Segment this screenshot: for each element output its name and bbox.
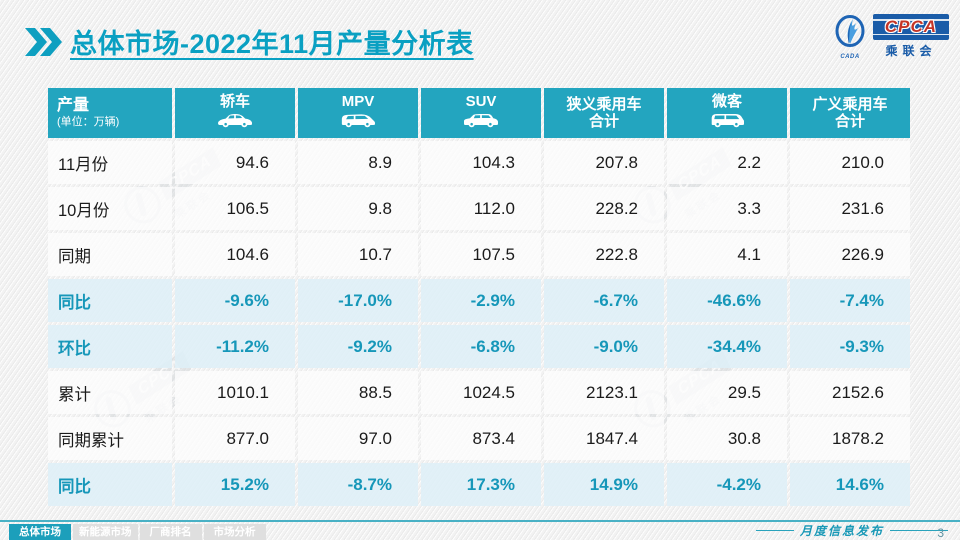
- table-cell: -9.0%: [544, 325, 664, 368]
- footer-tab-1[interactable]: 总体市场: [9, 524, 71, 540]
- table-cell: -9.6%: [175, 279, 295, 322]
- footer-tab-2[interactable]: 新能源市场: [73, 524, 138, 540]
- table-header-col: 轿车: [175, 88, 295, 138]
- logo-wordmark: CPCA 乘联会: [873, 14, 949, 59]
- table-row-label: 同期: [48, 233, 172, 276]
- sedan-icon: [216, 110, 254, 133]
- table-cell: 10.7: [298, 233, 418, 276]
- table-cell: 1878.2: [790, 417, 910, 460]
- table-cell: 873.4: [421, 417, 541, 460]
- table-cell: 107.5: [421, 233, 541, 276]
- table-cell: 1010.1: [175, 371, 295, 414]
- table-cell: 8.9: [298, 141, 418, 184]
- table-row-label: 同期累计: [48, 417, 172, 460]
- double-chevron-icon: [25, 27, 62, 56]
- suv-icon: [462, 110, 500, 133]
- cpca-logo: CADA CPCA 乘联会: [830, 14, 949, 60]
- table-cell: 104.3: [421, 141, 541, 184]
- footer-divider: [0, 520, 960, 522]
- table-cell: 877.0: [175, 417, 295, 460]
- table-cell: 15.2%: [175, 463, 295, 506]
- title-row: 总体市场-2022年11月产量分析表: [24, 22, 474, 61]
- publication-label-group: 月度信息发布: [756, 522, 948, 539]
- table-cell: 2152.6: [790, 371, 910, 414]
- table-cell: 210.0: [790, 141, 910, 184]
- table-header-col: 微客: [667, 88, 787, 138]
- table-cell: -34.4%: [667, 325, 787, 368]
- table-cell: 94.6: [175, 141, 295, 184]
- cpca-wordmark-box: CPCA: [873, 14, 949, 40]
- table-cell: -6.8%: [421, 325, 541, 368]
- table-cell: 104.6: [175, 233, 295, 276]
- table-cell: -17.0%: [298, 279, 418, 322]
- cpca-chinese-name: 乘联会: [885, 44, 937, 58]
- table-cell: -9.2%: [298, 325, 418, 368]
- table-cell: 17.3%: [421, 463, 541, 506]
- footer-tab-4[interactable]: 市场分析: [203, 524, 266, 540]
- table-cell: 88.5: [298, 371, 418, 414]
- table-cell: 29.5: [667, 371, 787, 414]
- table-row-label: 环比: [48, 325, 172, 368]
- table-cell: 1024.5: [421, 371, 541, 414]
- table-cell: 228.2: [544, 187, 664, 230]
- table-cell: 97.0: [298, 417, 418, 460]
- page-title: 总体市场-2022年11月产量分析表: [70, 29, 474, 59]
- microvan-icon: [708, 110, 746, 133]
- table-header-col: SUV: [421, 88, 541, 138]
- table-cell: -11.2%: [175, 325, 295, 368]
- footer-tab-3[interactable]: 厂商排名: [139, 524, 202, 540]
- table-cell: 1847.4: [544, 417, 664, 460]
- table-cell: 231.6: [790, 187, 910, 230]
- table-header-production: 产量 (单位：万辆): [48, 88, 172, 138]
- cpca-wordmark: CPCA: [884, 17, 938, 36]
- table-row-label: 累计: [48, 371, 172, 414]
- table-header-col: 广义乘用车 合计: [790, 88, 910, 138]
- emblem-caption: CADA: [840, 54, 860, 60]
- table-cell: 106.5: [175, 187, 295, 230]
- table-cell: -2.9%: [421, 279, 541, 322]
- table-cell: 112.0: [421, 187, 541, 230]
- table-cell: -7.4%: [790, 279, 910, 322]
- page-number: 3: [937, 526, 944, 540]
- table-cell: -9.3%: [790, 325, 910, 368]
- publication-dash-right: [890, 530, 948, 531]
- table-cell: -8.7%: [298, 463, 418, 506]
- production-table: 产量 (单位：万辆) 轿车 MPV SUV 狭义乘用车 合计 微客 广义乘用车 合计 11月份 94.…: [48, 88, 910, 506]
- table-row-label: 10月份: [48, 187, 172, 230]
- section-tabs: 总体市场 新能源市场 厂商排名 市场分析: [9, 524, 266, 540]
- table-row-label: 同比: [48, 279, 172, 322]
- table-cell: 14.6%: [790, 463, 910, 506]
- table-header-col: 狭义乘用车 合计: [544, 88, 664, 138]
- table-cell: 222.8: [544, 233, 664, 276]
- table-row-label: 同比: [48, 463, 172, 506]
- table-row-label: 11月份: [48, 141, 172, 184]
- publication-label: 月度信息发布: [800, 524, 885, 538]
- mpv-icon: [339, 110, 377, 133]
- table-cell: -6.7%: [544, 279, 664, 322]
- table-cell: 9.8: [298, 187, 418, 230]
- table-cell: 30.8: [667, 417, 787, 460]
- cada-emblem-icon: CADA: [830, 14, 870, 60]
- table-cell: 2.2: [667, 141, 787, 184]
- publication-dash-left: [756, 530, 794, 531]
- table-header-col: MPV: [298, 88, 418, 138]
- table-cell: 226.9: [790, 233, 910, 276]
- table-cell: -4.2%: [667, 463, 787, 506]
- table-cell: 3.3: [667, 187, 787, 230]
- table-cell: 2123.1: [544, 371, 664, 414]
- table-cell: 207.8: [544, 141, 664, 184]
- table-cell: 4.1: [667, 233, 787, 276]
- table-cell: 14.9%: [544, 463, 664, 506]
- table-cell: -46.6%: [667, 279, 787, 322]
